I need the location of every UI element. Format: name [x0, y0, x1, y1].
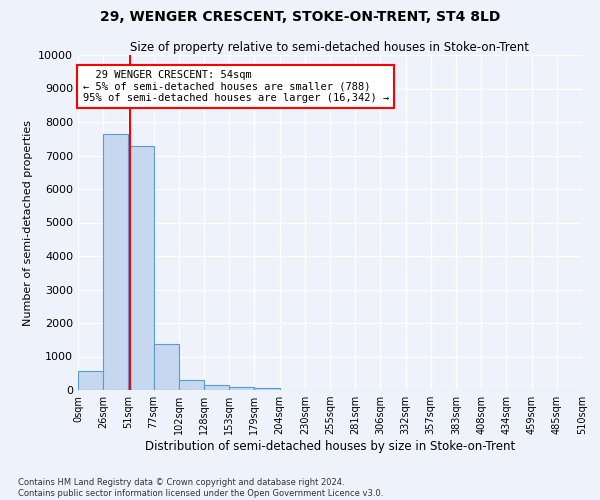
- Bar: [254, 388, 280, 390]
- Bar: [204, 385, 229, 390]
- Bar: [229, 386, 254, 390]
- Bar: [179, 380, 204, 390]
- Bar: [154, 344, 179, 390]
- Bar: [128, 146, 154, 390]
- Bar: [103, 134, 128, 390]
- Text: 29, WENGER CRESCENT, STOKE-ON-TRENT, ST4 8LD: 29, WENGER CRESCENT, STOKE-ON-TRENT, ST4…: [100, 10, 500, 24]
- Title: Size of property relative to semi-detached houses in Stoke-on-Trent: Size of property relative to semi-detach…: [131, 41, 530, 54]
- Bar: [78, 371, 103, 390]
- Y-axis label: Number of semi-detached properties: Number of semi-detached properties: [23, 120, 32, 326]
- Text: 29 WENGER CRESCENT: 54sqm
← 5% of semi-detached houses are smaller (788)
95% of : 29 WENGER CRESCENT: 54sqm ← 5% of semi-d…: [83, 70, 389, 103]
- X-axis label: Distribution of semi-detached houses by size in Stoke-on-Trent: Distribution of semi-detached houses by …: [145, 440, 515, 453]
- Text: Contains HM Land Registry data © Crown copyright and database right 2024.
Contai: Contains HM Land Registry data © Crown c…: [18, 478, 383, 498]
